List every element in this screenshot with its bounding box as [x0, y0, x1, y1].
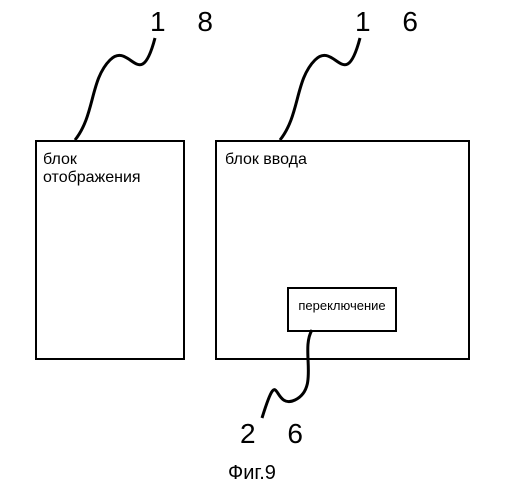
- figure-caption: Фиг.9: [228, 462, 276, 485]
- ref-label-26: 2 6: [240, 418, 315, 450]
- figure-canvas: 1 8 1 6 блок отображения блок ввода пере…: [0, 0, 511, 500]
